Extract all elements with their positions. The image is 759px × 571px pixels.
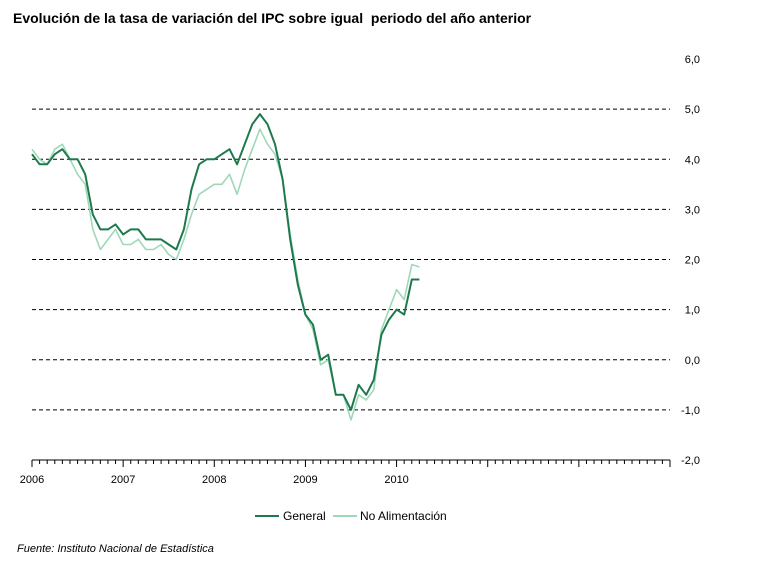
- x-axis: [32, 460, 670, 467]
- y-tick-label: 3,0: [685, 204, 700, 216]
- y-tick-label: -1,0: [681, 405, 700, 417]
- x-tick-label: 2010: [384, 474, 408, 486]
- x-tick-label: 2009: [293, 474, 317, 486]
- series-lines: [32, 114, 419, 420]
- x-tick-label: 2006: [20, 474, 44, 486]
- source-note: Fuente: Instituto Nacional de Estadístic…: [17, 543, 214, 555]
- legend-label: No Alimentación: [360, 509, 447, 523]
- series-line-no-alimentacion: [32, 129, 419, 420]
- gridlines: [32, 109, 670, 410]
- y-tick-label: -2,0: [681, 455, 700, 467]
- y-tick-label: 6,0: [685, 54, 700, 66]
- chart-svg: 6,05,04,03,02,01,00,0-1,0-2,0 2006200720…: [0, 0, 759, 540]
- y-tick-label: 5,0: [685, 104, 700, 116]
- x-tick-label: 2008: [202, 474, 226, 486]
- legend: General No Alimentación: [255, 509, 447, 523]
- legend-label: General: [283, 509, 326, 523]
- y-tick-labels: 6,0 5,0 4,0 3,0 2,0 1,0 0,0 -1,0 -2,0: [681, 54, 700, 467]
- x-tick-labels: 2006 2007 2008 2009 2010: [20, 474, 409, 486]
- y-tick-label: 0,0: [685, 355, 700, 367]
- y-tick-label: 1,0: [685, 305, 700, 317]
- y-tick-label: 2,0: [685, 255, 700, 267]
- y-tick-label: 4,0: [685, 154, 700, 166]
- series-line-general: [32, 114, 419, 410]
- x-tick-label: 2007: [111, 474, 135, 486]
